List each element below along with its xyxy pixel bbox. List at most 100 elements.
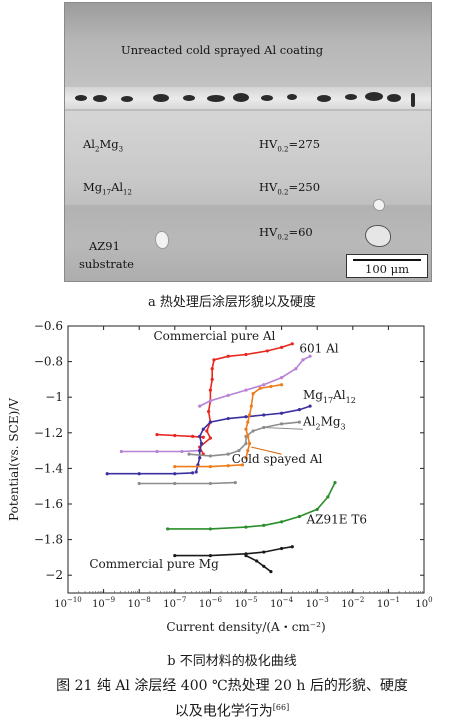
series-line bbox=[198, 343, 293, 455]
series-point bbox=[199, 441, 204, 446]
pore bbox=[261, 95, 273, 101]
series-point bbox=[212, 358, 216, 362]
pore bbox=[207, 95, 225, 102]
x-tick-label: 10−4 bbox=[270, 596, 294, 610]
y-tick-label: −1.2 bbox=[34, 426, 63, 440]
series-point bbox=[301, 358, 305, 362]
hardness-label-2: HV0.2=250 bbox=[259, 180, 321, 197]
series-point bbox=[244, 427, 248, 431]
x-tick-label: 10−9 bbox=[92, 596, 115, 610]
series-point bbox=[258, 386, 262, 390]
series-point bbox=[269, 570, 273, 574]
series-line bbox=[188, 421, 300, 457]
series-line bbox=[174, 464, 243, 468]
series-line bbox=[174, 545, 293, 557]
pore bbox=[411, 93, 415, 107]
series-point bbox=[105, 472, 109, 476]
series-point bbox=[208, 527, 212, 531]
series-point bbox=[198, 434, 202, 438]
series-point bbox=[191, 471, 195, 475]
series-point bbox=[249, 404, 253, 408]
series-point bbox=[137, 481, 141, 486]
series-line bbox=[107, 472, 193, 475]
y-tick-label: −1.6 bbox=[34, 497, 63, 511]
series-point bbox=[315, 507, 319, 511]
series-point bbox=[187, 452, 191, 456]
series-point bbox=[244, 352, 248, 357]
y-tick-label: −1.4 bbox=[34, 461, 64, 475]
interface-line bbox=[65, 109, 431, 111]
y-tick-label: −0.6 bbox=[34, 319, 63, 333]
hardness-label-1: HV0.2=275 bbox=[259, 137, 321, 154]
series-point bbox=[194, 470, 198, 474]
pore bbox=[365, 92, 383, 101]
hardness-label-3: HV0.2=60 bbox=[259, 225, 313, 242]
series-point bbox=[198, 456, 202, 460]
series-point bbox=[244, 415, 248, 419]
series-point bbox=[280, 520, 284, 524]
series-point bbox=[201, 435, 205, 439]
series-point bbox=[244, 525, 248, 529]
series-point bbox=[226, 464, 230, 468]
caption-a: a 热处理后涂层形貌以及硬度 bbox=[148, 295, 316, 310]
series-annotation: Mg17Al12 bbox=[303, 388, 356, 405]
series-point bbox=[208, 420, 212, 424]
figure-caption-line2: 以及电化学行为 bbox=[174, 703, 273, 720]
y-tick-label: −1.8 bbox=[34, 533, 63, 547]
x-tick-label: 10−2 bbox=[341, 596, 364, 610]
pore bbox=[93, 95, 107, 102]
series-point bbox=[262, 425, 266, 430]
coating-region bbox=[65, 3, 431, 87]
series-point bbox=[208, 465, 212, 469]
x-axis-label: Current density/(A・cm⁻²) bbox=[166, 620, 325, 634]
series-point bbox=[207, 409, 211, 414]
figure-caption-line1: 图 21 纯 Al 涂层经 400 ℃热处理 20 h 后的形貌、硬度 bbox=[56, 678, 408, 694]
pore bbox=[387, 94, 401, 102]
series-point bbox=[198, 449, 202, 453]
micrograph: Unreacted cold sprayed Al coating Al2Mg3… bbox=[64, 2, 432, 282]
series-point bbox=[290, 342, 294, 346]
substrate-particle bbox=[373, 199, 385, 211]
y-tick-label: −0.8 bbox=[34, 355, 63, 369]
x-tick-label: 10−8 bbox=[128, 596, 151, 610]
series-point bbox=[208, 388, 212, 392]
series-point bbox=[173, 554, 177, 558]
series-point bbox=[226, 416, 230, 421]
pore bbox=[75, 95, 87, 101]
series-point bbox=[244, 441, 248, 446]
series-point bbox=[205, 429, 209, 433]
annotation-arrow bbox=[251, 446, 282, 455]
series-point bbox=[208, 399, 212, 403]
series-point bbox=[280, 345, 284, 349]
series-point bbox=[244, 554, 248, 558]
series-point bbox=[297, 514, 301, 519]
series-point bbox=[208, 454, 212, 458]
phase-al2mg3-label: Al2Mg3 bbox=[83, 137, 124, 154]
series-point bbox=[173, 481, 177, 486]
series-annotation: Commercial pure Al bbox=[153, 329, 275, 343]
substrate-particle bbox=[365, 225, 391, 247]
x-tick-label: 10−7 bbox=[163, 596, 186, 610]
series-point bbox=[198, 404, 202, 408]
series-point bbox=[290, 545, 294, 549]
series-point bbox=[210, 377, 214, 381]
series-point bbox=[246, 449, 250, 453]
substrate-label-line2: substrate bbox=[79, 257, 134, 271]
series-point bbox=[297, 420, 301, 424]
series-point bbox=[269, 384, 273, 389]
series-point bbox=[226, 393, 230, 398]
series-point bbox=[262, 550, 266, 554]
series-point bbox=[210, 367, 214, 371]
series-point bbox=[226, 452, 230, 456]
series-point bbox=[280, 422, 284, 426]
pore bbox=[153, 94, 169, 102]
annotation-arrow bbox=[263, 426, 303, 430]
x-tick-label: 10−10 bbox=[54, 596, 82, 610]
series-point bbox=[208, 481, 212, 486]
series-point bbox=[262, 383, 266, 387]
substrate-label-line1: AZ91 bbox=[89, 239, 120, 253]
x-tick-label: 10−5 bbox=[234, 596, 257, 610]
series-point bbox=[244, 388, 248, 392]
series-point bbox=[201, 427, 205, 431]
series-line bbox=[121, 449, 200, 453]
